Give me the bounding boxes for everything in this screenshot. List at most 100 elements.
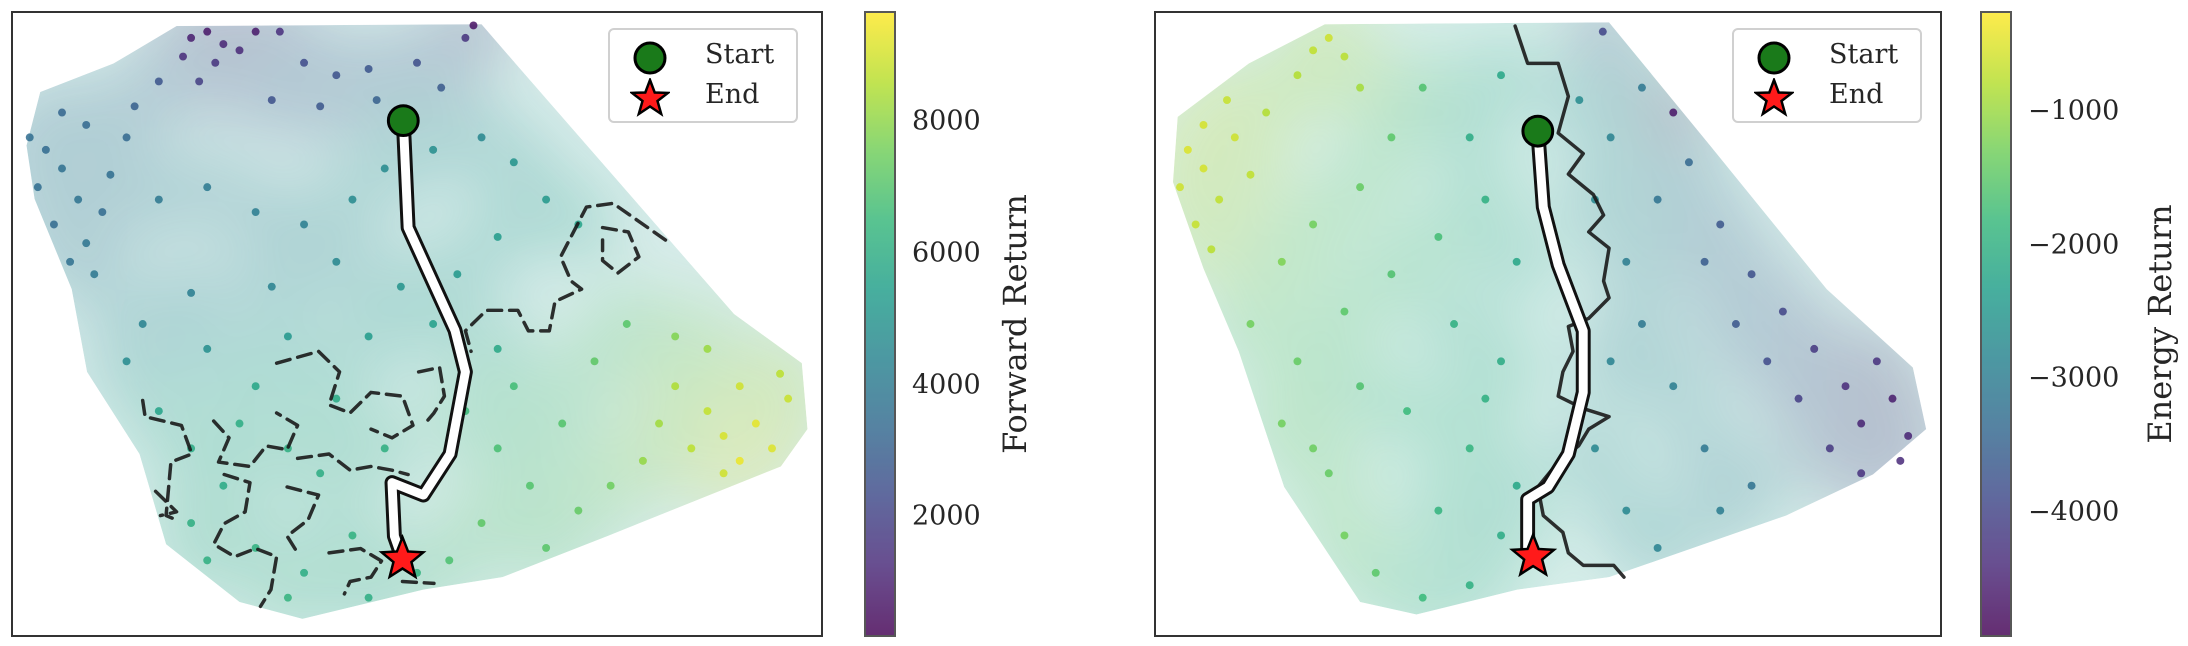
data-point xyxy=(364,332,373,341)
data-point xyxy=(154,195,163,204)
data-point xyxy=(509,382,518,391)
data-point xyxy=(154,77,163,86)
data-point xyxy=(1497,531,1505,540)
data-point xyxy=(1176,183,1184,192)
data-point xyxy=(638,456,647,465)
data-point xyxy=(493,444,502,453)
contour-lines xyxy=(140,201,668,609)
forward-return-colorbar xyxy=(864,11,896,637)
data-point xyxy=(1857,419,1866,428)
data-point xyxy=(784,394,793,403)
end-star-icon xyxy=(630,78,670,117)
data-point xyxy=(542,543,551,552)
data-point xyxy=(332,257,341,266)
data-point xyxy=(1262,108,1271,117)
data-point xyxy=(1293,71,1302,80)
colorbar-tick-label: 4000 xyxy=(912,369,981,401)
data-point xyxy=(219,40,228,49)
data-point xyxy=(1857,469,1866,478)
data-point xyxy=(138,320,147,328)
forward-return-plot: Start End xyxy=(11,11,823,637)
data-point xyxy=(348,531,357,540)
contour-line xyxy=(463,201,668,354)
data-point xyxy=(1653,543,1662,552)
data-point xyxy=(768,444,776,453)
data-point xyxy=(461,33,470,42)
data-point xyxy=(187,33,196,42)
data-point xyxy=(558,419,567,428)
legend-entry-end: End xyxy=(1734,76,1920,117)
data-point xyxy=(1356,83,1365,92)
data-point xyxy=(687,444,696,453)
legend: Start End xyxy=(1732,28,1922,123)
data-point xyxy=(1763,357,1772,366)
data-point xyxy=(1669,108,1678,117)
data-point xyxy=(364,65,373,73)
data-point xyxy=(1606,357,1615,366)
data-point xyxy=(179,52,187,61)
data-point xyxy=(429,320,438,328)
data-point xyxy=(396,282,405,291)
data-point xyxy=(82,120,91,129)
colorbar-label-energy-return: Energy Return xyxy=(2141,204,2179,444)
contour-lines xyxy=(1513,24,1626,579)
data-point xyxy=(703,344,712,353)
data-point xyxy=(1716,506,1725,515)
colorbar-tick-label: 2000 xyxy=(912,500,981,532)
data-point xyxy=(58,164,66,173)
data-point xyxy=(1669,382,1678,391)
data-point xyxy=(429,145,438,154)
data-point xyxy=(1246,320,1255,328)
data-point xyxy=(1747,481,1756,490)
data-point xyxy=(1309,46,1318,55)
data-point xyxy=(1700,257,1709,266)
data-point xyxy=(776,369,785,378)
data-point xyxy=(606,481,615,490)
data-point xyxy=(1340,52,1349,61)
data-point xyxy=(203,183,212,192)
data-point xyxy=(380,444,389,453)
data-point xyxy=(719,469,728,478)
data-point xyxy=(90,270,99,279)
data-point xyxy=(1277,257,1286,266)
data-point xyxy=(203,344,212,353)
data-point xyxy=(1716,220,1725,229)
contour-line xyxy=(327,546,384,596)
data-point xyxy=(300,220,309,229)
data-point xyxy=(509,158,518,167)
data-point xyxy=(1293,357,1302,366)
data-point xyxy=(1418,83,1427,92)
end-marker xyxy=(378,533,427,580)
data-point xyxy=(1794,394,1803,403)
data-point xyxy=(1575,96,1584,105)
end-marker xyxy=(1509,531,1558,578)
data-point xyxy=(493,344,502,353)
data-point xyxy=(1465,581,1474,590)
energy-return-colorbar xyxy=(1980,11,2012,637)
data-point xyxy=(316,102,325,111)
data-point xyxy=(1277,419,1286,428)
start-marker xyxy=(1521,114,1555,148)
data-point xyxy=(1637,320,1646,328)
data-point xyxy=(300,58,309,67)
data-point xyxy=(41,145,50,154)
data-point xyxy=(267,282,276,291)
data-point xyxy=(300,568,309,577)
data-point xyxy=(235,419,244,428)
start-marker xyxy=(386,104,420,138)
data-point xyxy=(1183,145,1192,154)
data-point xyxy=(49,220,58,229)
data-point xyxy=(1810,344,1819,353)
data-point xyxy=(1872,357,1881,366)
data-point xyxy=(1324,469,1333,478)
data-point xyxy=(1497,71,1505,80)
colorbar-tick-label: −4000 xyxy=(2028,496,2120,528)
contour-line xyxy=(400,579,436,586)
data-point xyxy=(1309,220,1318,229)
data-point xyxy=(106,170,115,179)
forward-return-scatter xyxy=(25,21,808,619)
contour-line xyxy=(153,489,179,518)
data-point xyxy=(1191,220,1200,229)
data-point xyxy=(380,164,389,173)
data-point xyxy=(622,320,631,328)
